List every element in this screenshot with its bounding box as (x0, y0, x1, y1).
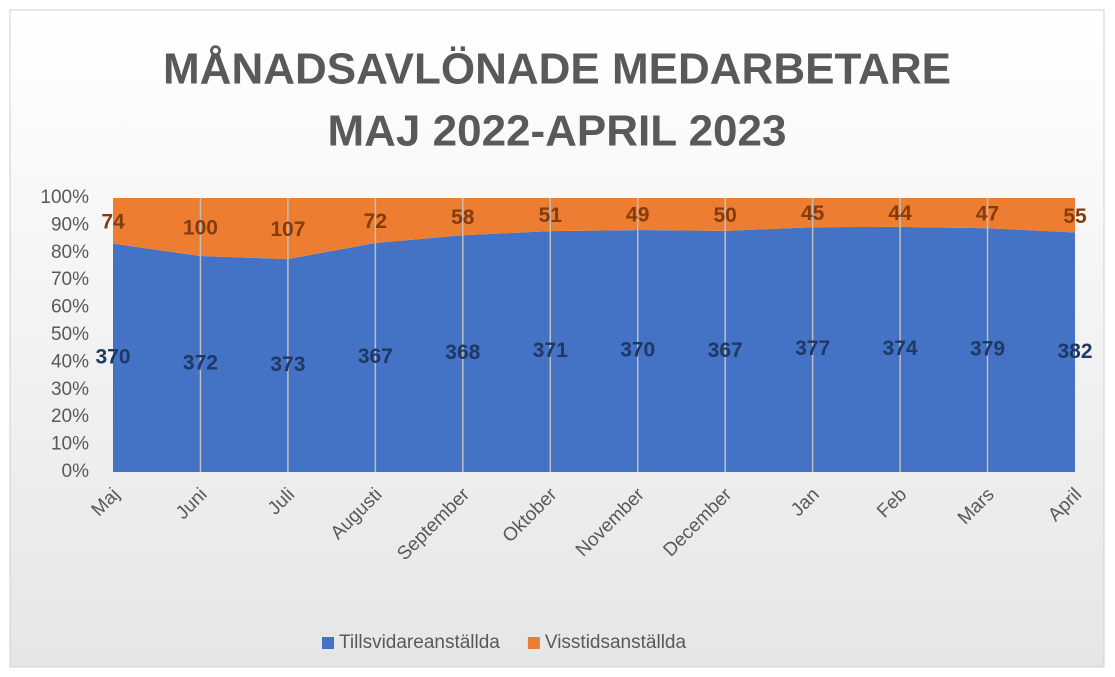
data-label: 107 (270, 218, 305, 241)
data-label: 382 (1057, 340, 1092, 363)
legend-swatch (322, 637, 334, 649)
y-tick-label: 40% (51, 351, 89, 372)
data-label: 377 (795, 337, 830, 360)
data-label: 371 (533, 339, 568, 362)
data-label: 367 (358, 345, 393, 368)
y-tick-label: 10% (51, 434, 89, 455)
area (113, 198, 1075, 260)
data-label: 100 (183, 217, 218, 240)
y-tick-label: 50% (51, 324, 89, 345)
data-label: 372 (183, 352, 218, 375)
chart-title: MÅNADSAVLÖNADE MEDARBETARE (163, 45, 951, 94)
data-label: 49 (626, 204, 649, 227)
y-tick-label: 70% (51, 269, 89, 290)
data-label: 373 (270, 353, 305, 376)
legend-label: Visstidsanställda (545, 632, 687, 653)
y-tick-label: 0% (62, 461, 90, 482)
data-label: 368 (445, 341, 480, 364)
data-label: 74 (101, 210, 125, 233)
data-label: 44 (888, 202, 912, 225)
data-label: 379 (970, 338, 1005, 361)
data-label: 72 (364, 210, 387, 233)
y-tick-label: 20% (51, 406, 89, 427)
y-tick-label: 90% (51, 214, 89, 235)
data-label: 58 (451, 206, 475, 229)
y-tick-label: 80% (51, 242, 89, 263)
data-label: 367 (708, 339, 743, 362)
data-label: 47 (976, 203, 999, 226)
y-tick-label: 100% (40, 187, 89, 208)
legend-label: Tillsvidareanställda (339, 632, 500, 653)
chart-title: MAJ 2022-APRIL 2023 (328, 107, 787, 156)
data-label: 51 (539, 204, 563, 227)
data-label: 370 (95, 345, 130, 368)
legend-swatch (527, 637, 540, 649)
data-label: 55 (1063, 205, 1087, 228)
data-label: 370 (620, 339, 655, 362)
y-tick-label: 60% (51, 297, 89, 318)
y-tick-label: 30% (51, 379, 89, 400)
area (113, 226, 1075, 472)
data-label: 45 (801, 202, 825, 225)
data-label: 50 (714, 204, 737, 227)
data-label: 374 (883, 337, 918, 360)
